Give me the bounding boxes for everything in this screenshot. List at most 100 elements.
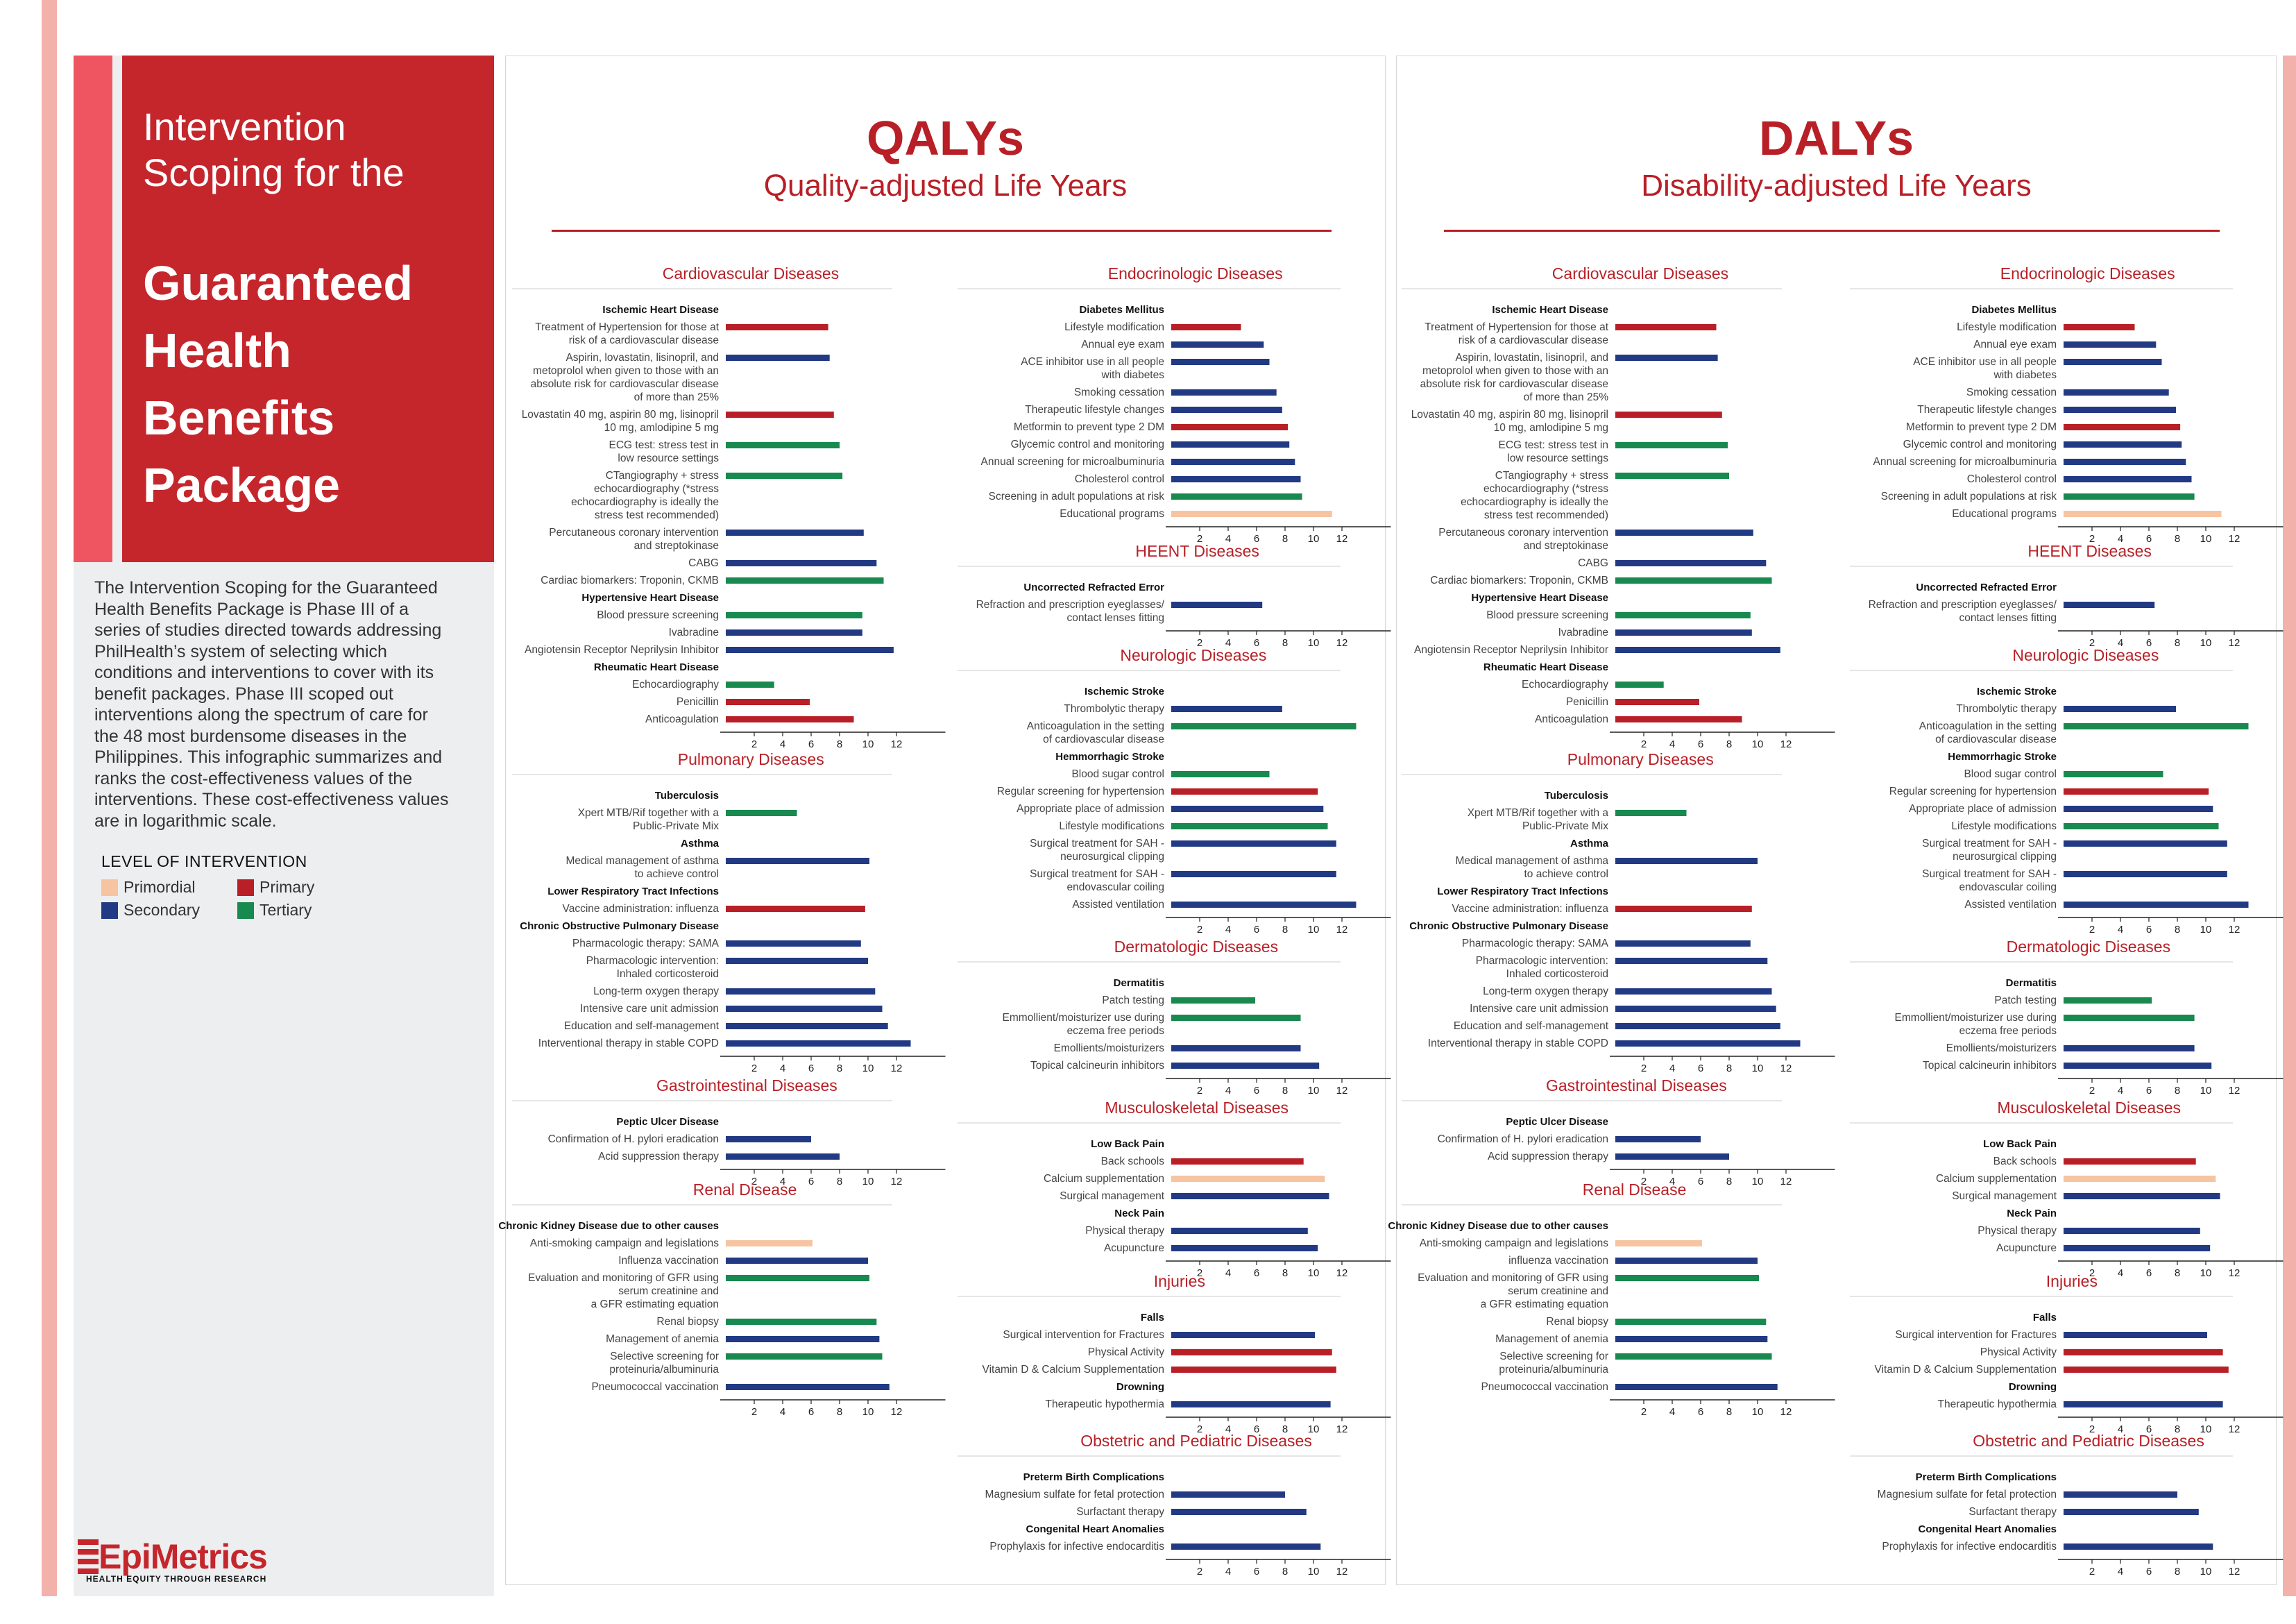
chart-title: Neurologic Diseases (1120, 646, 1266, 664)
value-bar (726, 682, 774, 688)
value-bar (1171, 1349, 1332, 1355)
group-label: Rheumatic Heart Disease (594, 661, 719, 673)
intervention-label: Annual screening for microalbuminuria (1873, 456, 2057, 468)
legend-swatch-tertiary (237, 902, 254, 919)
logo-text: EpiMetrics (99, 1537, 268, 1576)
chart-title: Endocrinologic Diseases (1108, 264, 1283, 282)
intervention-label: influenza vaccination (1508, 1255, 1608, 1267)
intervention-label: Smoking cessation (1074, 387, 1164, 398)
title-block: Intervention Scoping for the Guaranteed … (122, 56, 494, 562)
intervention-label: Prophylaxis for infective endocarditis (1882, 1541, 2057, 1553)
intervention-label: neurosurgical clipping (1060, 851, 1164, 863)
intervention-label: serum creatinine and (1508, 1285, 1608, 1297)
value-bar (2064, 1491, 2177, 1498)
value-bar (1171, 823, 1328, 829)
group-label: Falls (1141, 1312, 1164, 1323)
x-tick-label: 2 (2089, 1085, 2095, 1097)
group-label: Chronic Obstructive Pulmonary Disease (1409, 920, 1608, 932)
intervention-label: echocardiography (*stress (594, 483, 719, 495)
intervention-label: Interventional therapy in stable COPD (1428, 1038, 1608, 1049)
intervention-label: Metformin to prevent type 2 DM (1014, 421, 1164, 433)
x-tick-label: 10 (1752, 1406, 1764, 1418)
value-bar (1171, 902, 1357, 908)
intervention-label: Surgical treatment for SAH - (1922, 868, 2057, 880)
x-tick-label: 8 (2175, 1085, 2180, 1097)
intervention-label: Anti-smoking campaign and legislations (1420, 1237, 1609, 1249)
x-tick-label: 10 (1752, 1176, 1764, 1187)
value-bar (1171, 871, 1336, 877)
intervention-label: Treatment of Hypertension for those at (1425, 321, 1608, 333)
chart-title: Gastrointestinal Diseases (656, 1076, 837, 1094)
value-bar (726, 699, 810, 705)
intervention-label: Physical therapy (1978, 1225, 2057, 1237)
value-bar (1615, 1153, 1729, 1160)
intervention-label: Metformin to prevent type 2 DM (1906, 421, 2057, 433)
group-label: Uncorrected Refracted Error (1916, 582, 2057, 593)
x-tick-label: 4 (1225, 1267, 1231, 1279)
intervention-label: Intensive care unit admission (580, 1003, 719, 1015)
intervention-label: stress test recommended) (1484, 509, 1608, 521)
intervention-label: of more than 25% (634, 391, 720, 403)
x-tick-label: 12 (891, 1063, 903, 1074)
x-tick-label: 6 (1254, 1423, 1259, 1435)
x-tick-label: 12 (891, 738, 903, 750)
x-tick-label: 4 (2118, 1423, 2123, 1435)
intervention-label: Inhaled corticosteroid (1506, 968, 1608, 980)
value-bar (1171, 1015, 1301, 1021)
x-tick-label: 10 (862, 1063, 874, 1074)
x-tick-label: 2 (1197, 924, 1202, 936)
intervention-label: endovascular coiling (1959, 881, 2057, 893)
value-bar (726, 1384, 890, 1390)
intervention-label: Evaluation and monitoring of GFR using (1418, 1272, 1608, 1284)
value-bar (1615, 1006, 1776, 1012)
x-tick-label: 12 (1336, 637, 1348, 649)
x-tick-label: 4 (1669, 1063, 1675, 1074)
value-bar (726, 858, 869, 864)
qaly-injuries-chart: Injuries Falls Surgical intervention for F… (958, 1272, 1391, 1435)
x-tick-label: 8 (1282, 924, 1288, 936)
value-bar (726, 716, 854, 722)
left-edge-stripe (42, 0, 57, 1596)
value-bar (2064, 723, 2249, 729)
intervention-label: Emollients/moisturizers (1946, 1042, 2057, 1054)
qalys-title-rule (552, 230, 1332, 232)
intervention-label: CABG (688, 557, 719, 569)
x-tick-label: 8 (1282, 1085, 1288, 1097)
x-tick-label: 10 (1752, 1063, 1764, 1074)
value-bar (1171, 806, 1324, 812)
intervention-label: 10 mg, amlodipine 5 mg (1494, 422, 1608, 434)
intervention-label: Blood pressure screening (597, 609, 719, 621)
value-bar (2064, 341, 2157, 348)
value-bar (1171, 441, 1290, 448)
intervention-label: Smoking cessation (1966, 387, 2057, 398)
daly-heent-chart: HEENT Diseases Uncorrected Refracted Erro… (1850, 542, 2284, 649)
intervention-label: Regular screening for hypertension (997, 786, 1164, 797)
right-edge-stripe (2283, 56, 2296, 1596)
intervention-label: echocardiography (*stress (1483, 483, 1608, 495)
x-tick-label: 6 (808, 738, 814, 750)
intervention-label: Annual eye exam (1973, 339, 2057, 350)
value-bar (726, 1258, 868, 1264)
value-bar (2064, 511, 2222, 517)
group-label: Ischemic Stroke (1977, 686, 2057, 697)
x-tick-label: 8 (2175, 533, 2180, 545)
intervention-label: Glycemic control and monitoring (1903, 439, 2057, 450)
qaly-renal-chart: Renal Disease Chronic Kidney Disease due … (498, 1181, 946, 1418)
x-tick-label: 4 (2118, 533, 2123, 545)
x-tick-label: 2 (2089, 924, 2095, 936)
qaly-musculoskeletal-chart: Musculoskeletal Diseases Low Back Pain Bac… (958, 1099, 1391, 1279)
x-tick-label: 12 (1336, 1566, 1348, 1578)
group-label: Low Back Pain (1983, 1138, 2057, 1150)
intervention-label: Xpert MTB/Rif together with a (1468, 807, 1609, 819)
value-bar (1171, 424, 1289, 430)
daly-injuries-chart: Injuries Falls Surgical intervention for F… (1850, 1272, 2284, 1435)
legend-swatch-primordial (101, 879, 118, 896)
group-label: Asthma (681, 838, 720, 849)
group-label: Hypertensive Heart Disease (1471, 592, 1608, 604)
x-tick-label: 8 (1726, 1406, 1732, 1418)
intervention-label: Calcium supplementation (1044, 1173, 1164, 1185)
value-bar (726, 1136, 811, 1142)
value-bar (1615, 560, 1767, 566)
x-tick-label: 8 (1726, 1063, 1732, 1074)
value-bar (1171, 359, 1270, 365)
